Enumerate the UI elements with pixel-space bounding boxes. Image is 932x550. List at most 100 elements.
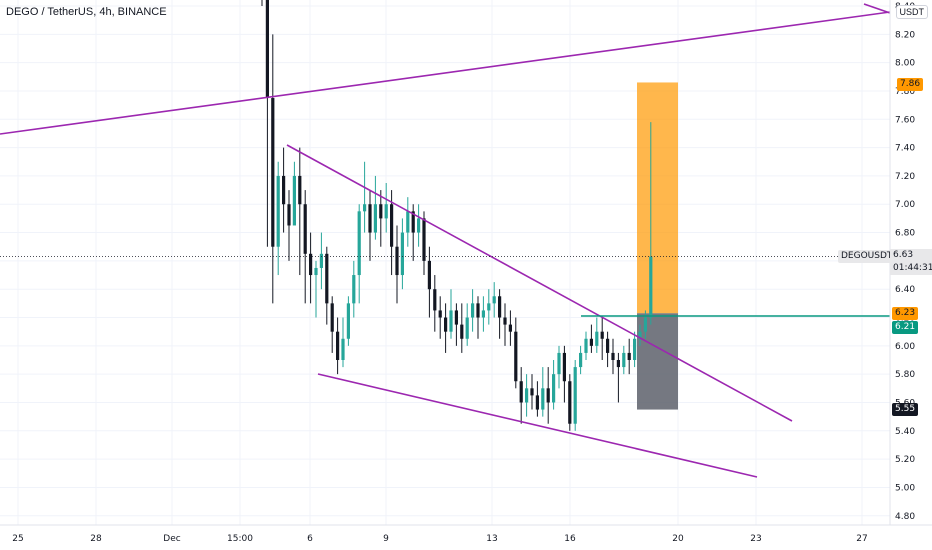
time-tick-label: 9 — [383, 534, 389, 544]
candle-body — [568, 381, 572, 424]
price-tick-label: 7.40 — [895, 144, 915, 154]
candle-body — [503, 317, 507, 325]
ascending-trendline — [0, 11, 891, 135]
target-price-tag: 7.86 — [897, 78, 924, 91]
loss-zone — [637, 313, 678, 410]
last-price-box: 6.63 01:44:31 — [890, 249, 932, 275]
candle-body — [368, 204, 372, 233]
price-tick-label: 7.00 — [895, 200, 915, 210]
candle-body — [319, 253, 323, 268]
price-tick-label: 8.20 — [895, 30, 915, 40]
symbol-title: DEGO / TetherUS, 4h, BINANCE — [6, 6, 167, 18]
candle-body — [406, 211, 410, 233]
candle-body — [282, 175, 286, 205]
candle-body — [471, 303, 475, 318]
candle-body — [390, 204, 394, 247]
time-tick-label: 13 — [486, 534, 497, 544]
price-tick-label: 5.40 — [895, 427, 915, 437]
symbol-label-tag: DEGOUSDT — [838, 250, 896, 263]
candle-body — [562, 352, 566, 382]
candle-body — [649, 256, 653, 318]
candle-body — [417, 218, 421, 233]
candle-body — [498, 296, 502, 318]
candle-body — [460, 324, 464, 339]
candle-body — [373, 204, 377, 233]
price-tick-label: 6.40 — [895, 285, 915, 295]
candle-body — [530, 388, 534, 396]
price-tick-label: 6.00 — [895, 342, 915, 352]
candle-body — [481, 310, 485, 318]
profit-zone — [637, 82, 678, 314]
candle-body — [449, 310, 453, 332]
candle-body — [400, 232, 404, 276]
candle-body — [287, 204, 291, 226]
candle-body — [627, 352, 631, 360]
price-tick-label: 7.80 — [895, 87, 915, 97]
entry-price-tag: 6.23 — [892, 307, 919, 320]
candle-body — [519, 381, 523, 403]
candle-body — [422, 218, 426, 261]
level-price-tag: 6.21 — [892, 321, 919, 334]
time-tick-label: 6 — [307, 534, 313, 544]
candle-body — [276, 175, 280, 247]
price-tick-label: 4.80 — [895, 512, 915, 522]
candle-body — [265, 0, 269, 99]
candle-body — [298, 175, 302, 205]
candle-body — [336, 331, 340, 360]
candle-body — [325, 253, 329, 304]
time-tick-label: 23 — [750, 534, 761, 544]
candle-body — [384, 204, 388, 219]
candle-body — [541, 388, 545, 410]
candle-body — [616, 360, 620, 368]
upper-trendline-segment — [863, 3, 891, 14]
chart-grid — [0, 0, 890, 525]
candle-body — [638, 331, 642, 339]
candle-body — [454, 310, 458, 325]
wedge-upper-line — [286, 144, 793, 422]
candle-body — [346, 303, 350, 339]
last-price-tag: 6.63 — [893, 250, 914, 260]
time-tick-label: 25 — [12, 534, 23, 544]
time-tick-label: 15:00 — [227, 534, 253, 544]
candle-body — [573, 367, 577, 424]
candle-body — [292, 175, 296, 226]
time-tick-label: 28 — [90, 534, 102, 544]
time-tick-label: 20 — [672, 534, 684, 544]
candle-body — [303, 204, 307, 254]
candle-body — [584, 338, 588, 353]
candle-body — [395, 246, 399, 276]
candle-body — [487, 303, 491, 311]
candle-body — [363, 204, 367, 212]
candle-body — [444, 317, 448, 332]
candle-body — [514, 331, 518, 382]
candle-body — [546, 388, 550, 403]
candle-body — [357, 211, 361, 276]
price-tick-label: 8.00 — [895, 59, 915, 69]
candle-body — [557, 352, 561, 375]
bar-countdown: 01:44:31 — [893, 263, 932, 273]
candle-body — [525, 388, 529, 403]
candle-body — [341, 338, 345, 360]
time-axis: 25 28 Dec 15:00 6 9 13 16 20 23 27 — [12, 534, 867, 544]
candle-body — [433, 289, 437, 311]
candle-body — [606, 338, 610, 353]
price-tick-label: 5.80 — [895, 370, 915, 380]
candle-body — [633, 338, 637, 360]
candle-body — [643, 317, 647, 332]
time-tick-label: 27 — [856, 534, 867, 544]
candle-body — [552, 374, 556, 403]
time-tick-label: Dec — [163, 534, 180, 544]
candle-body — [427, 260, 431, 290]
candle-body — [622, 352, 626, 368]
wedge-lower-line — [317, 373, 758, 478]
candle-body — [438, 310, 442, 318]
currency-button[interactable]: USDT — [895, 5, 928, 19]
price-tick-label: 5.00 — [895, 483, 915, 493]
price-tick-label: 7.60 — [895, 115, 915, 125]
candle-body — [476, 303, 480, 318]
trendlines — [0, 3, 891, 478]
candle-body — [492, 296, 496, 304]
candle-body — [352, 275, 356, 304]
price-tick-label: 6.80 — [895, 229, 915, 239]
